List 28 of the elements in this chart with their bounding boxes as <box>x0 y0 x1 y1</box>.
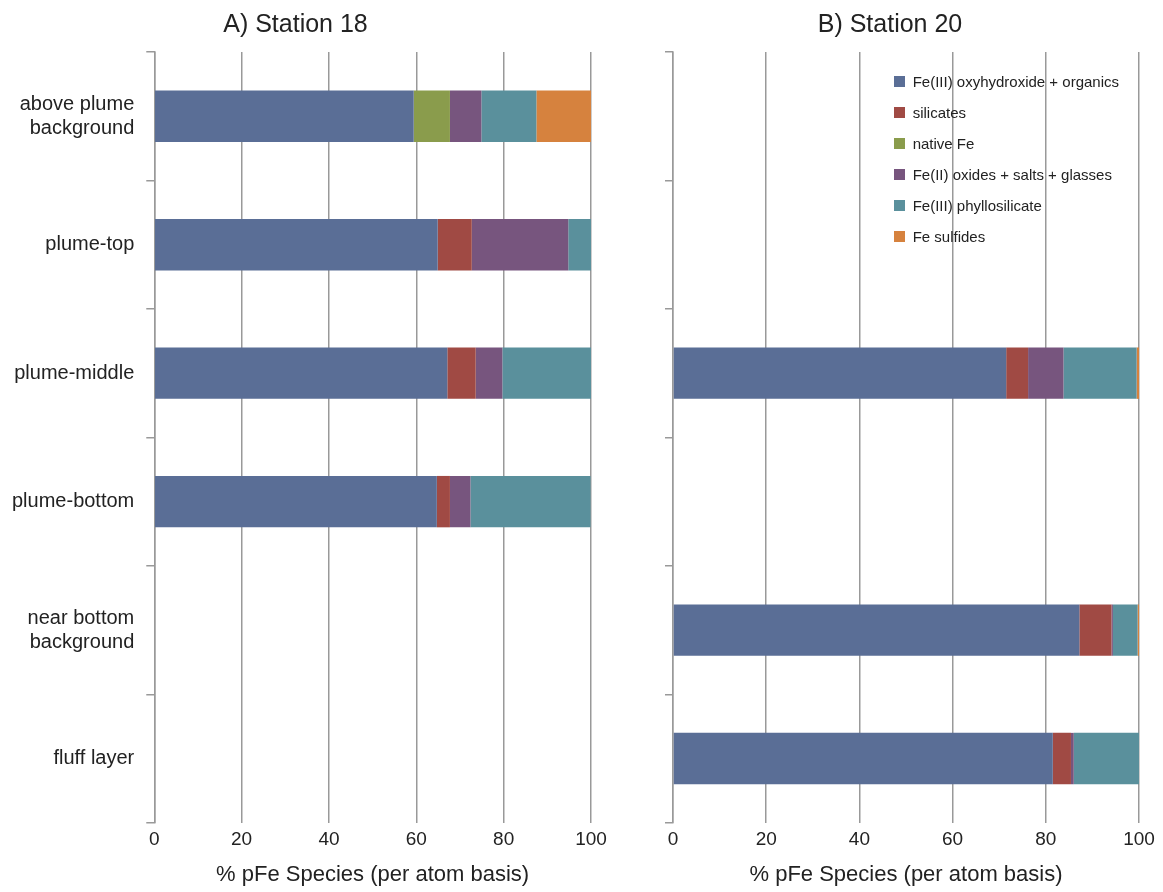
x-tick-label: 80 <box>493 828 515 850</box>
x-axis-title: % pFe Species (per atom basis) <box>749 860 1063 886</box>
x-tick-label: 60 <box>942 828 964 850</box>
legend-label: Fe(II) oxides + salts + glasses <box>912 166 1112 183</box>
y-tick-label: plume-bottom <box>11 489 135 512</box>
chart-title: A) Station 18 <box>223 8 368 37</box>
y-tick-label: fluff layer <box>53 746 135 769</box>
x-axis-title: % pFe Species (per atom basis) <box>216 860 530 886</box>
x-tick-label: 100 <box>575 828 607 850</box>
x-tick-label: 0 <box>148 828 160 850</box>
legend-label: native Fe <box>912 135 975 152</box>
legend-label: silicates <box>912 104 967 121</box>
x-tick-label: 20 <box>231 828 253 850</box>
x-tick-label: 0 <box>667 828 679 850</box>
x-tick-label: 60 <box>405 828 427 850</box>
x-tick-label: 80 <box>1035 828 1057 850</box>
y-tick-label: plume-middle <box>14 360 135 383</box>
x-tick-label: 100 <box>1123 828 1155 850</box>
chart-title: B) Station 20 <box>817 8 963 37</box>
legend-label: Fe(III) oxyhydroxide + organics <box>912 73 1119 90</box>
y-tick-label: near bottom background <box>27 605 135 652</box>
y-tick-label: plume-top <box>45 232 135 255</box>
legend-label: Fe(III) phyllosilicate <box>912 197 1042 214</box>
x-tick-label: 40 <box>318 828 340 850</box>
x-tick-label: 20 <box>755 828 777 850</box>
legend-label: Fe sulfides <box>912 228 986 245</box>
y-tick-label: above plume background <box>19 91 135 138</box>
x-tick-label: 40 <box>848 828 870 850</box>
